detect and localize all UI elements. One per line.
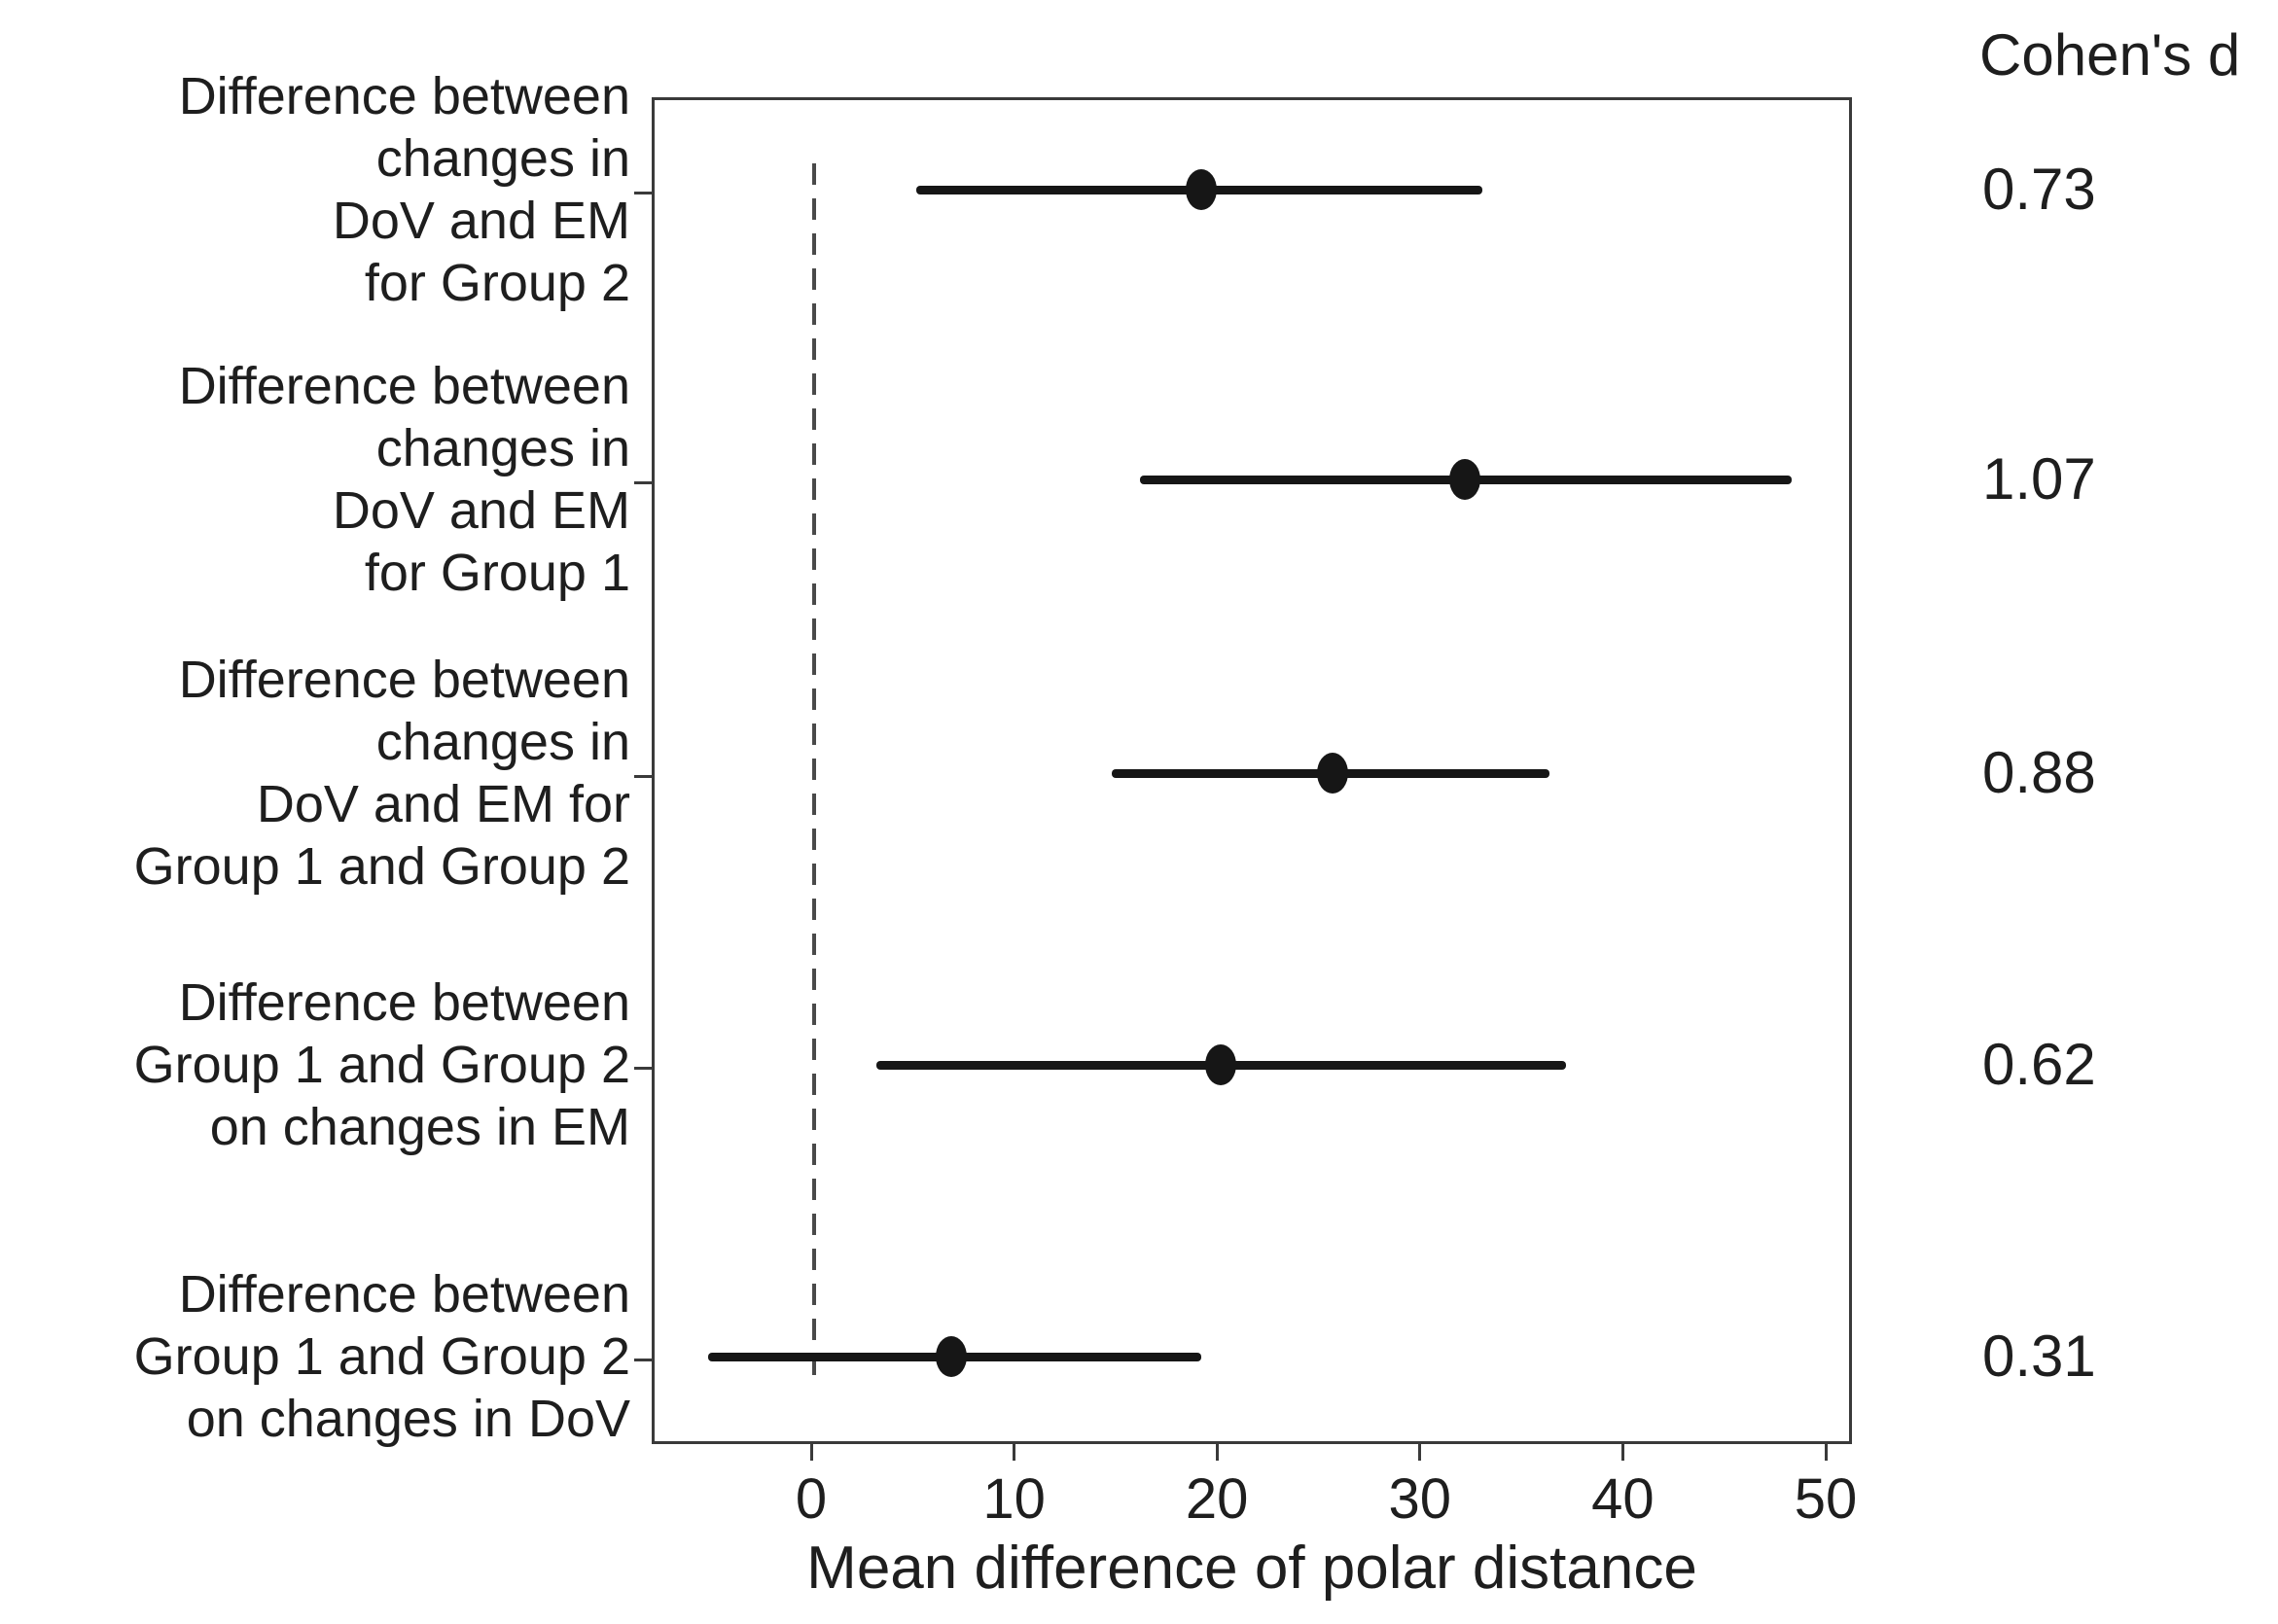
cohens-d-value: 0.62 <box>1982 1032 2096 1097</box>
zero-reference-line <box>812 163 816 1389</box>
x-tick-label: 30 <box>1388 1467 1452 1531</box>
x-tick-label: 0 <box>795 1467 828 1531</box>
cohens-d-value: 0.31 <box>1982 1324 2096 1389</box>
mean-point-marker <box>1205 1044 1237 1085</box>
x-axis-tick <box>809 1441 813 1461</box>
category-label: Difference between Group 1 and Group 2 on … <box>133 973 630 1156</box>
category-label: Difference between changes in DoV and EM f… <box>133 651 630 896</box>
category-label: Difference between changes in DoV and EM fo… <box>178 357 630 602</box>
x-axis-tick <box>1013 1441 1016 1461</box>
cohens-d-value: 0.88 <box>1982 740 2096 805</box>
x-axis-tick <box>1215 1441 1219 1461</box>
category-label: Difference between changes in DoV and EM fo… <box>178 67 630 312</box>
y-axis-tick <box>634 191 652 194</box>
x-tick-label: 40 <box>1591 1467 1655 1531</box>
x-tick-label: 50 <box>1794 1467 1858 1531</box>
mean-point-marker <box>1448 459 1480 500</box>
x-tick-label: 20 <box>1185 1467 1249 1531</box>
x-tick-label: 10 <box>982 1467 1046 1531</box>
x-axis-tick <box>1620 1441 1624 1461</box>
mean-point-marker <box>1317 753 1349 794</box>
mean-point-marker <box>1185 169 1217 210</box>
x-axis-tick <box>1824 1441 1828 1461</box>
x-axis-title: Mean difference of polar distance <box>806 1535 1697 1602</box>
plot-area <box>634 97 1852 1461</box>
cohens-d-value: 0.73 <box>1982 157 2096 222</box>
cohens-d-value: 1.07 <box>1982 446 2096 512</box>
y-axis-tick <box>634 1358 652 1361</box>
category-label: Difference between Group 1 and Group 2 on … <box>133 1265 630 1448</box>
y-axis-tick <box>634 774 652 778</box>
y-axis-tick <box>634 480 652 484</box>
x-axis-tick <box>1418 1441 1422 1461</box>
cohens-d-header: Cohen's d <box>1979 22 2241 88</box>
y-axis-tick <box>634 1066 652 1070</box>
mean-point-marker <box>935 1336 967 1377</box>
